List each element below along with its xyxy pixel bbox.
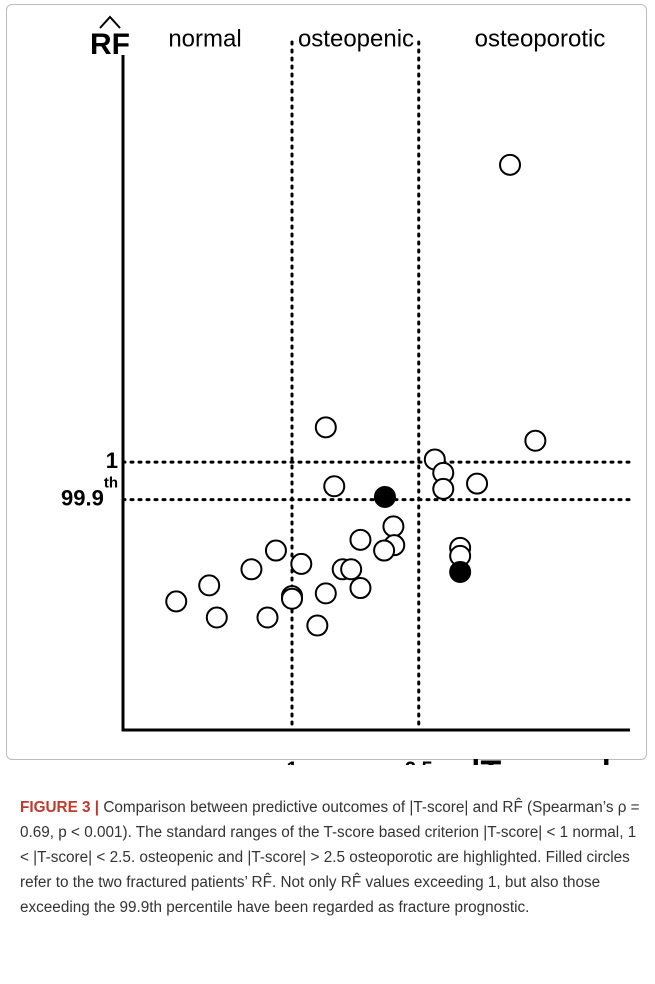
point (205, 606, 228, 629)
point (264, 539, 287, 562)
region-label: osteopenic (298, 25, 414, 52)
figure-frame (6, 4, 647, 760)
point (382, 515, 405, 538)
x-tick-label: 1 (286, 758, 297, 765)
point (306, 614, 329, 637)
point (349, 528, 372, 551)
point (432, 477, 455, 500)
y-tick-label-main: 99.9 (61, 485, 104, 510)
x-tick-label: 2.5 (405, 758, 433, 765)
point (373, 539, 396, 562)
point (466, 472, 489, 495)
point (340, 558, 363, 581)
caption-text: Comparison between predictive outcomes o… (20, 799, 640, 916)
chart: RF |T-score| normal osteopenic osteoporo… (61, 15, 632, 765)
region-label: osteoporotic (475, 25, 606, 52)
point (499, 153, 522, 176)
y-tick-label: 1 (106, 448, 118, 473)
x-axis-label: |T-score| (471, 754, 611, 765)
hat (99, 15, 121, 29)
y-tick-label: 99.9th (61, 475, 118, 511)
point (349, 577, 372, 600)
point (256, 606, 279, 629)
y-tick-label-sup: th (104, 475, 118, 492)
caption-label: FIGURE 3 | (20, 799, 100, 816)
point (314, 416, 337, 439)
point (449, 560, 472, 583)
point (240, 558, 263, 581)
point (314, 582, 337, 605)
point (165, 590, 188, 613)
point (281, 587, 303, 610)
point (198, 574, 221, 597)
point (373, 485, 396, 508)
point (524, 429, 547, 452)
point (290, 552, 313, 575)
caption: FIGURE 3 | Comparison between predictive… (20, 795, 640, 920)
point (323, 475, 346, 498)
region-label: normal (168, 25, 241, 52)
